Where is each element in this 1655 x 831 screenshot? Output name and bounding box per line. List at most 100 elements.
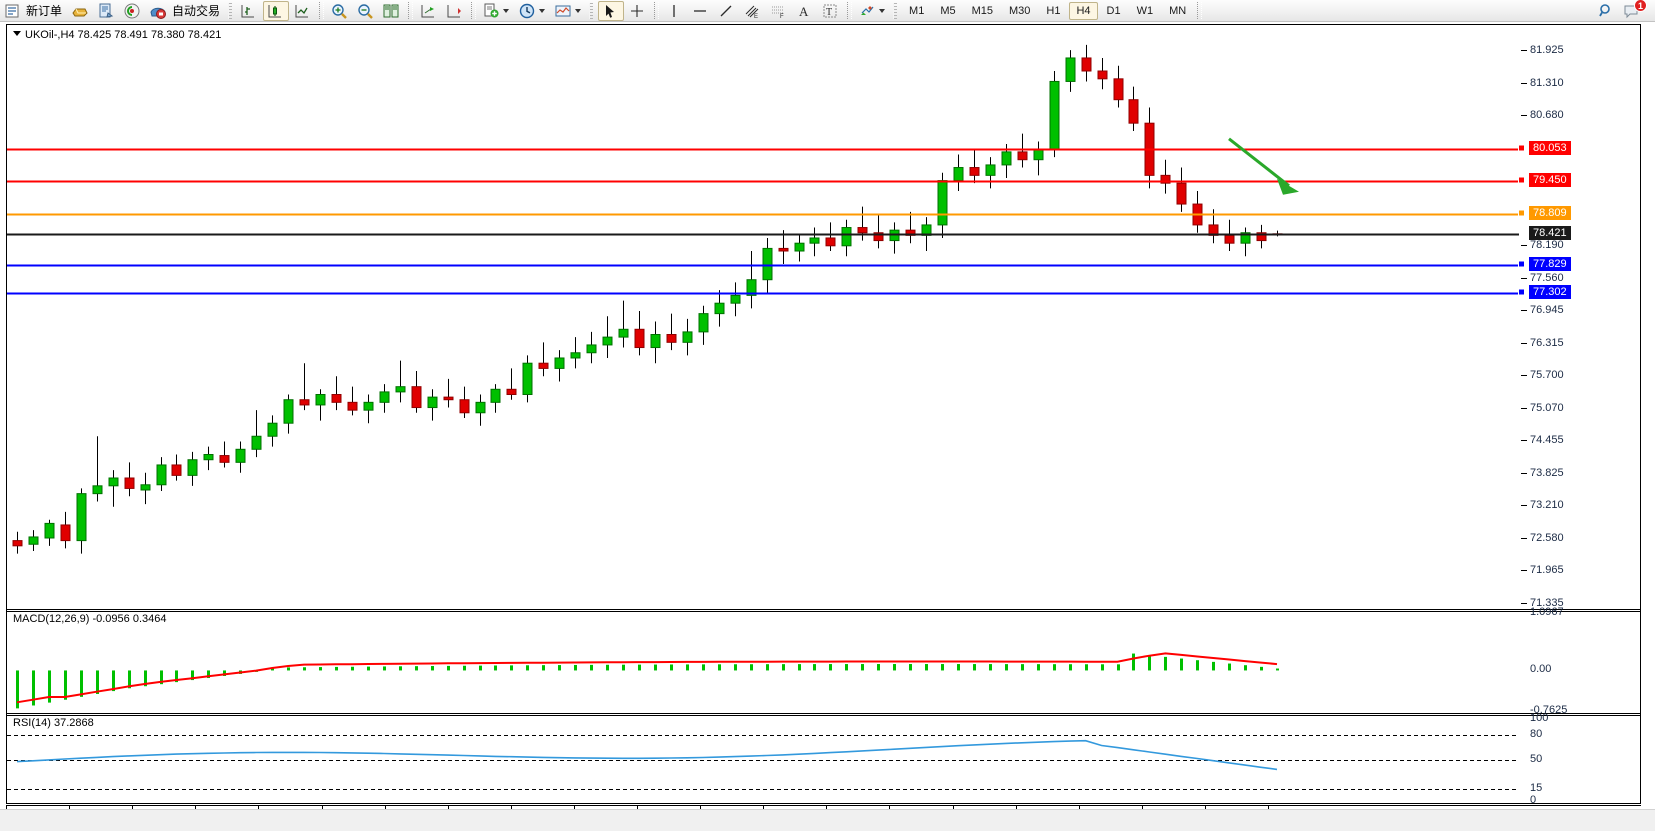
price-axis-tick <box>1521 310 1527 312</box>
time-axis-tick <box>258 806 260 811</box>
period-dropdown-arrow[interactable] <box>539 8 546 13</box>
text-label-button[interactable]: T <box>819 1 843 21</box>
messages-button[interactable]: 1 <box>1621 0 1647 21</box>
price-axis-label: 77.560 <box>1530 272 1564 285</box>
vertical-line-button[interactable] <box>663 1 687 21</box>
search-icon <box>1597 2 1617 20</box>
gold-bar-icon <box>71 2 91 20</box>
macd-axis-label: -0.7625 <box>1530 704 1568 716</box>
autoscroll-button[interactable] <box>443 1 467 21</box>
price-level-handle[interactable] <box>1518 209 1525 217</box>
chart-canvas[interactable]: UKOil-,H4 78.425 78.491 78.380 78.421 MA… <box>6 24 1641 804</box>
rsi-axis-label: 0 <box>1530 794 1537 806</box>
time-axis-tick <box>573 806 575 811</box>
objects-dropdown-arrow[interactable] <box>879 8 886 13</box>
period-button[interactable] <box>516 1 550 21</box>
macd-rsi-divider <box>7 713 1640 714</box>
terminal-button[interactable] <box>95 1 119 21</box>
price-tag-support[interactable]: 77.302 <box>1529 284 1571 299</box>
time-axis-tick <box>69 806 71 811</box>
price-tag-current-price[interactable]: 78.421 <box>1529 226 1571 241</box>
price-axis[interactable]: 81.925 81.310 80.680 80.053 79.450 78.809 78.4… <box>1518 24 1655 806</box>
autoscroll-icon <box>445 2 465 20</box>
gold-bar-button[interactable] <box>69 1 93 21</box>
signal-icon <box>123 2 143 20</box>
timeframe-w1[interactable]: W1 <box>1136 4 1154 17</box>
timeframe-mn[interactable]: MN <box>1169 4 1187 17</box>
chart-title-collapse-icon[interactable] <box>13 31 21 36</box>
new-order-icon <box>3 2 23 20</box>
toolbar-grip-1[interactable] <box>228 2 233 19</box>
price-tag-resistance[interactable]: 79.450 <box>1529 172 1571 187</box>
time-axis-tick <box>1015 806 1017 811</box>
line-chart-button[interactable] <box>291 1 315 21</box>
time-axis-tick <box>826 806 828 811</box>
price-axis-tick <box>1521 278 1527 280</box>
trendline-button[interactable] <box>715 1 739 21</box>
price-tag-resistance[interactable]: 80.053 <box>1529 141 1571 156</box>
macd-axis-label: 0.00 <box>1530 663 1552 676</box>
toolbar-grip-3[interactable] <box>893 2 898 19</box>
candlestick-button[interactable] <box>263 0 290 21</box>
rsi-axis-label: 15 <box>1530 781 1543 794</box>
auto-trading-button[interactable]: 自动交易 <box>147 1 225 21</box>
toolbar-separator-1 <box>319 2 325 19</box>
timeframe-m30[interactable]: M30 <box>1009 4 1031 17</box>
rsi-axis-label: 80 <box>1530 728 1543 741</box>
vertical-line-icon <box>665 2 685 20</box>
price-level-handle[interactable] <box>1518 260 1525 268</box>
zoom-out-button[interactable] <box>354 1 378 21</box>
price-axis-label: 80.680 <box>1530 109 1564 122</box>
objects-button[interactable] <box>856 1 890 21</box>
time-axis-tick <box>384 806 386 811</box>
page-title: UKOil-,H4 78.425 78.491 78.380 78.421 <box>25 29 222 41</box>
toolbar-grip-2[interactable] <box>589 2 594 19</box>
signal-button[interactable] <box>121 1 145 21</box>
toolbar-separator-4 <box>654 2 660 19</box>
crosshair-button[interactable] <box>626 1 650 21</box>
price-axis-label: 72.580 <box>1530 532 1564 545</box>
bar-chart-button[interactable] <box>237 1 261 21</box>
chart-title-row: UKOil-,H4 78.425 78.491 78.380 78.421 <box>13 29 221 41</box>
price-axis-tick <box>1521 603 1527 604</box>
chart-shift-button[interactable] <box>417 1 441 21</box>
price-axis-tick <box>1521 343 1527 345</box>
timeframe-h4[interactable]: H4 <box>1069 1 1098 20</box>
price-axis-label: 71.335 <box>1530 597 1564 609</box>
price-level-handle[interactable] <box>1518 176 1525 184</box>
time-axis-tick <box>637 806 638 811</box>
price-level-handle[interactable] <box>1518 288 1525 296</box>
price-axis-tick <box>1521 473 1527 475</box>
price-level-handle[interactable] <box>1518 144 1525 152</box>
zoom-out-icon <box>356 2 376 20</box>
new-order-button[interactable]: 新订单 <box>1 1 67 21</box>
indicators-button[interactable] <box>552 1 586 21</box>
price-axis-tick <box>1521 50 1527 52</box>
timeframe-m1[interactable]: M1 <box>909 4 925 17</box>
tile-windows-button[interactable] <box>380 1 404 21</box>
horizontal-line-button[interactable] <box>689 1 713 21</box>
fibonacci-button[interactable]: F <box>767 1 791 21</box>
svg-text:E: E <box>754 14 758 20</box>
template-dropdown-arrow[interactable] <box>503 8 510 13</box>
equidistant-channel-button[interactable]: E <box>741 1 765 21</box>
timeframe-m5[interactable]: M5 <box>940 4 956 17</box>
cursor-icon <box>601 2 621 20</box>
price-tag-pivot[interactable]: 78.809 <box>1529 206 1571 221</box>
price-axis-tick <box>1521 245 1527 247</box>
search-button[interactable] <box>1595 1 1619 21</box>
cursor-button[interactable] <box>598 0 625 21</box>
price-axis-tick <box>1521 570 1527 572</box>
indicators-dropdown-arrow[interactable] <box>575 8 582 13</box>
bottom-strip <box>0 809 1655 831</box>
zoom-in-button[interactable] <box>328 1 352 21</box>
timeframe-m15[interactable]: M15 <box>971 4 993 17</box>
price-axis-tick <box>1521 82 1527 84</box>
price-tag-support[interactable]: 77.829 <box>1529 257 1571 272</box>
text-button[interactable]: A <box>793 1 817 21</box>
macd-title: MACD(12,26,9) -0.0956 0.3464 <box>13 613 167 625</box>
new-order-label: 新订单 <box>26 4 63 18</box>
timeframe-h1[interactable]: H1 <box>1046 4 1061 17</box>
template-button[interactable] <box>480 1 514 21</box>
timeframe-d1[interactable]: D1 <box>1106 4 1121 17</box>
